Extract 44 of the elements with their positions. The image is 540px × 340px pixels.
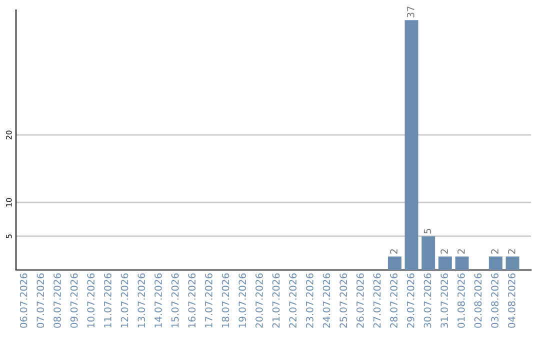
x-tick-label: 25.07.2026	[340, 273, 348, 328]
data-label: 2	[440, 249, 448, 254]
x-tick-label: 07.07.2026	[36, 273, 44, 328]
data-label: 2	[508, 249, 516, 254]
bar	[404, 20, 418, 270]
x-tick-label: 03.08.2026	[491, 273, 498, 328]
x-tick-label: 24.07.2026	[322, 273, 330, 328]
x-tick-label: 09.07.2026	[70, 273, 78, 328]
x-tick-label: 04.08.2026	[508, 273, 516, 328]
x-tick-label: 15.07.2026	[171, 273, 179, 328]
x-tick-label: 26.07.2026	[356, 273, 364, 328]
bar	[488, 256, 502, 270]
x-tick-label: 14.07.2026	[154, 273, 162, 328]
bar	[422, 236, 436, 270]
data-label: 37	[406, 6, 414, 18]
bar	[388, 256, 402, 270]
x-tick-label: 02.08.2026	[474, 273, 482, 328]
bar	[438, 256, 452, 270]
data-label: 2	[491, 249, 498, 254]
x-tick-label: 11.07.2026	[104, 273, 112, 328]
x-tick-label: 06.07.2026	[20, 273, 28, 328]
x-tick-label: 29.07.2026	[406, 273, 414, 328]
x-tick-label: 17.07.2026	[205, 273, 212, 328]
x-tick-label: 19.07.2026	[238, 273, 246, 328]
x-tick-label: 30.07.2026	[424, 273, 432, 328]
x-tick-label: 21.07.2026	[272, 273, 280, 328]
x-tick-label: 16.07.2026	[188, 273, 196, 328]
x-tick-label: 23.07.2026	[306, 273, 314, 328]
x-tick-label: 18.07.2026	[222, 273, 230, 328]
data-label: 5	[424, 228, 432, 234]
x-tick-label: 13.07.2026	[138, 273, 146, 328]
x-tick-label: 22.07.2026	[289, 273, 297, 328]
bar	[455, 256, 469, 270]
x-tick-label: 01.08.2026	[457, 273, 465, 328]
x-tick-label: 10.07.2026	[87, 273, 95, 328]
x-tick-label: 27.07.2026	[373, 273, 381, 328]
x-tick-label: 08.07.2026	[54, 273, 61, 328]
data-label: 2	[457, 249, 465, 254]
x-tick-label: 28.07.2026	[390, 273, 398, 328]
x-tick-label: 31.07.2026	[440, 273, 448, 328]
bar	[506, 256, 520, 270]
x-tick-label: 12.07.2026	[120, 273, 128, 328]
data-label: 2	[390, 249, 398, 254]
x-tick-label: 20.07.2026	[256, 273, 263, 328]
